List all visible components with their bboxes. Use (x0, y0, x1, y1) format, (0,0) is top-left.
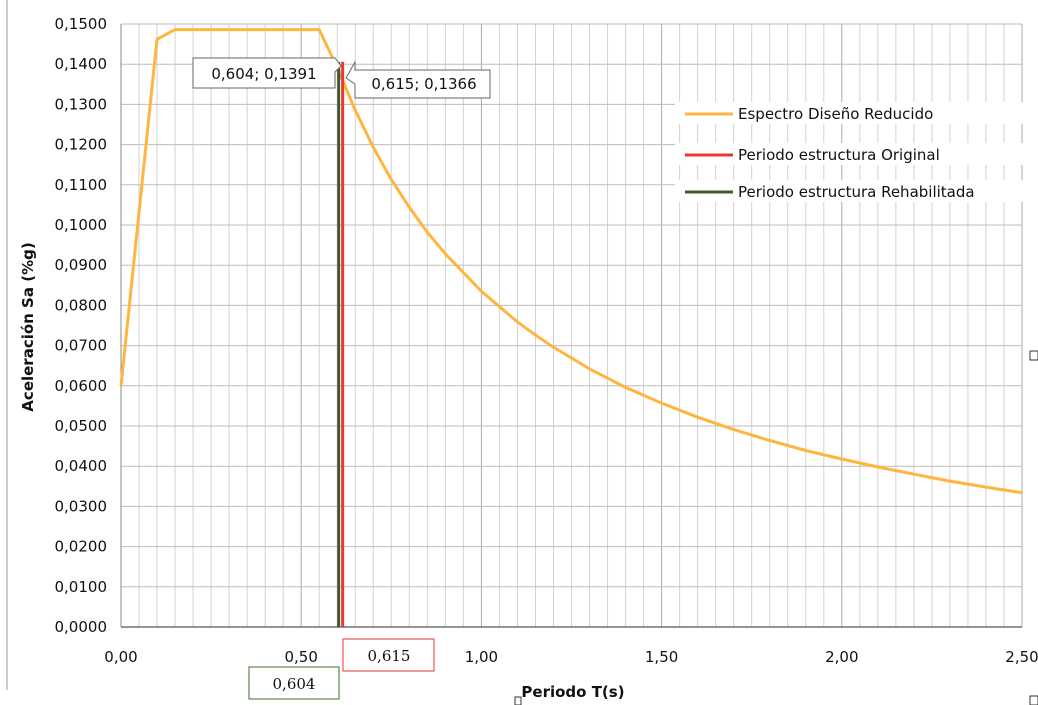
stray-marker-square (1029, 350, 1038, 361)
y-tick-label: 0,1000 (55, 216, 108, 234)
period-original-value: 0,615 (368, 647, 411, 665)
y-tick-label: 0,0300 (55, 497, 108, 515)
axis-marks: 0,615 0,604 (248, 638, 435, 700)
legend-item: Periodo estructura Original (675, 143, 1031, 165)
x-axis-ticks: 0,00 0,50 1,00 1,50 2,00 2,50 (104, 648, 1038, 666)
x-tick-label: 0,00 (104, 648, 137, 666)
legend-item: Espectro Diseño Reducido (675, 102, 1031, 124)
legend-label: Periodo estructura Original (738, 146, 940, 164)
series-line-espectro (119, 28, 1023, 495)
y-tick-label: 0,0600 (55, 377, 108, 395)
y-tick-label: 0,0700 (55, 337, 108, 355)
y-tick-label: 0,1300 (55, 95, 108, 113)
period-rehabilitada-value: 0,604 (273, 675, 316, 693)
x-axis-title: Periodo T(s) (521, 683, 624, 701)
x-tick-label: 1,50 (645, 648, 678, 666)
legend-label: Espectro Diseño Reducido (738, 105, 933, 123)
y-tick-label: 0,0900 (55, 256, 108, 274)
x-tick-label: 2,00 (825, 648, 858, 666)
y-axis-ticks: 0,0000 0,0100 0,0200 0,0300 0,0400 0,0500 0,06… (55, 15, 108, 636)
y-tick-label: 0,0800 (55, 296, 108, 314)
y-tick-label: 0,1200 (55, 136, 108, 154)
period-rehabilitada-box (248, 666, 340, 700)
legend: Espectro Diseño Reducido Periodo estructu… (675, 102, 1031, 202)
stray-marker-square (514, 696, 522, 705)
series-group (119, 28, 1023, 627)
callout-rehabilitada: 0,604; 0,1391 (192, 57, 342, 89)
legend-label: Periodo estructura Rehabilitada (738, 183, 975, 201)
x-tick-label: 1,00 (465, 648, 498, 666)
x-tick-label: 0,50 (284, 648, 317, 666)
callout-label: 0,604; 0,1391 (211, 65, 316, 83)
y-tick-label: 0,0200 (55, 538, 108, 556)
y-tick-label: 0,1500 (55, 15, 108, 33)
y-tick-label: 0,1100 (55, 176, 108, 194)
callout-original: 0,615; 0,1366 (345, 60, 491, 99)
callouts: 0,604; 0,1391 0,615; 0,1366 (192, 57, 491, 99)
y-tick-label: 0,0000 (55, 618, 108, 636)
callout-label: 0,615; 0,1366 (371, 75, 476, 93)
y-tick-label: 0,0500 (55, 417, 108, 435)
y-tick-label: 0,0400 (55, 457, 108, 475)
x-tick-label: 2,50 (1005, 648, 1038, 666)
stray-marker-square (1029, 695, 1038, 705)
y-tick-label: 0,1400 (55, 55, 108, 73)
period-original-box (342, 638, 435, 672)
y-tick-label: 0,0100 (55, 578, 108, 596)
legend-item: Periodo estructura Rehabilitada (675, 180, 1031, 202)
y-axis-title: Aceleración Sa (%g) (19, 242, 37, 411)
